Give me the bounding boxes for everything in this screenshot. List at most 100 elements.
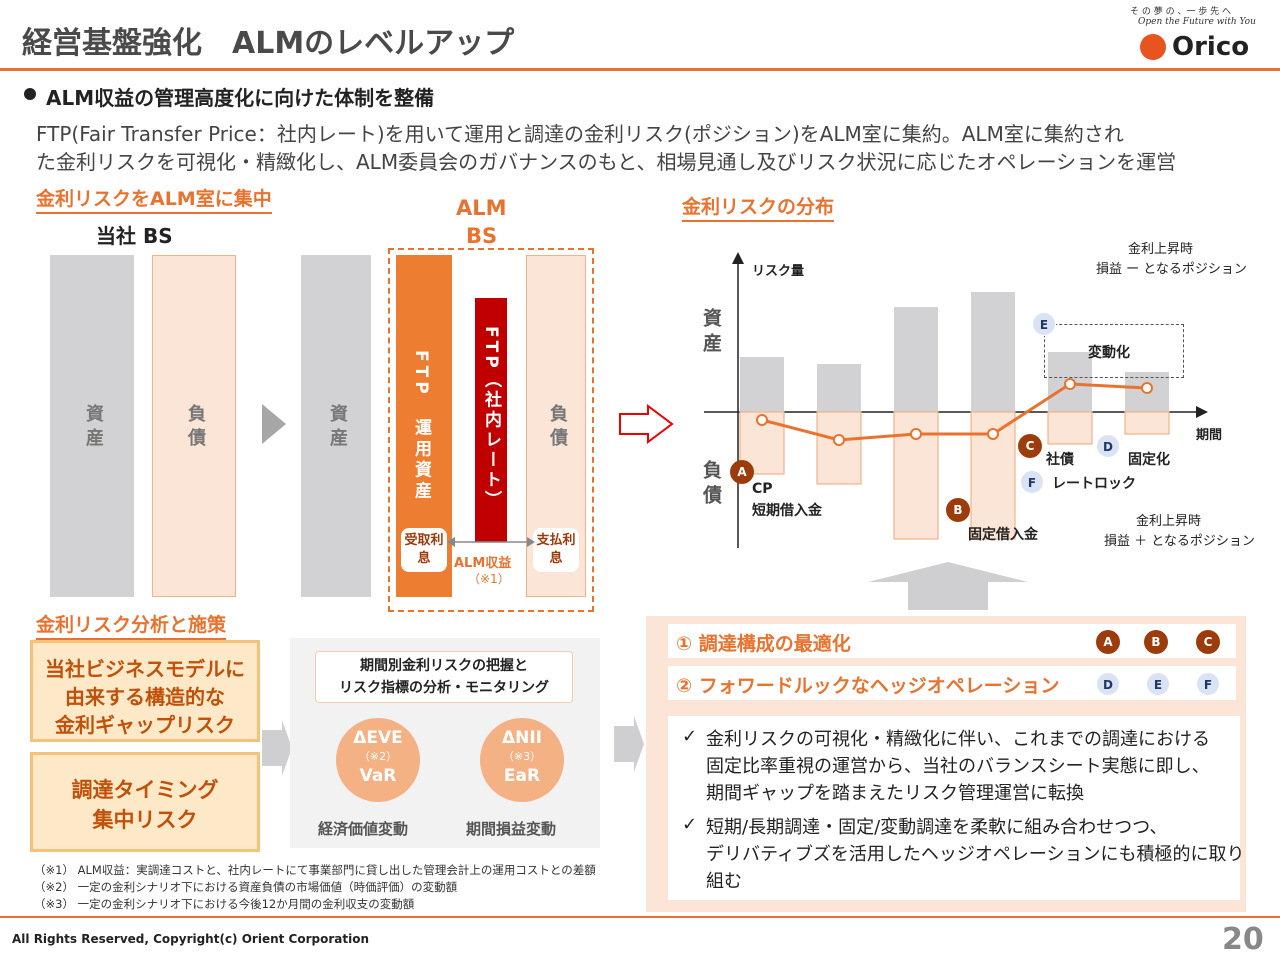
ear-label: EaR [503, 766, 541, 786]
structural-risk-box: 当社ビジネスモデルに 由来する構造的な 金利ギャップリスク [30, 640, 260, 742]
chart-heading: 金利リスクの分布 [682, 192, 835, 222]
measure-2-line-3: 組む [706, 871, 742, 892]
bullet-heading: ALM収益の管理高度化に向けた体制を整備 [46, 86, 435, 110]
cp-label: CP [752, 481, 773, 497]
liability-bar-6 [1124, 411, 1170, 435]
asset-bar-2 [817, 364, 861, 412]
fixed-loan-label: 固定借入金 [968, 527, 1038, 543]
bs-liability-label: 負債 [185, 404, 206, 452]
measure-2: 短期/長期調達・固定/変動調達を柔軟に組み合わせつつ、 デリバティブズを活用した… [706, 814, 1245, 895]
check-2-icon: ✓ [682, 814, 698, 835]
nii-note: （※3） [502, 750, 542, 763]
chart-asset-label: 資産 [700, 308, 722, 358]
intro-line-1: FTP(Fair Transfer Price：社内レート)を用いて運用と調達の… [36, 122, 1124, 146]
asset-bar-3 [894, 307, 938, 412]
option-2-badge-f: F [1196, 672, 1220, 696]
rate-up-plus-1: 金利上昇時 [1136, 514, 1202, 529]
option-1-badge-a: A [1096, 630, 1120, 654]
monitoring-title-1: 期間別金利リスクの把握と [360, 658, 528, 674]
position-point-4 [987, 428, 999, 440]
alm-asset-bar [301, 255, 371, 597]
badge-a: A [730, 460, 754, 484]
ftp-rate-label: FTP（社内レート） [481, 326, 501, 511]
eve-circle: ΔEVE （※2） VaR [336, 718, 420, 802]
footnote-1: （※1） ALM収益：実調達コストと、社内レートにて事業部門に貸し出した管理会計… [34, 863, 596, 877]
timing-risk-line-2: 集中リスク [92, 808, 198, 832]
measure-1-line-3: 期間ギャップを踏まえたリスク管理運営に転換 [706, 783, 1084, 804]
monitoring-title-2: リスク指標の分析・モニタリング [339, 680, 549, 696]
option-2-label: ② フォワードルックなヘッジオペレーション [676, 675, 1060, 697]
bottom-heading: 金利リスク分析と施策 [36, 610, 227, 640]
liability-bar-2 [816, 411, 862, 485]
eve-caption: 経済価値変動 [318, 820, 409, 838]
ftp-rate-bar [475, 298, 507, 542]
alm-bs-frame [388, 248, 594, 612]
position-point-2 [833, 434, 845, 446]
timing-risk-box: 調達タイミング 集中リスク [30, 752, 260, 852]
logo-text: Orico [1172, 32, 1250, 62]
option-1-label: ① 調達構成の最適化 [676, 633, 851, 655]
risk-distribution-chart [704, 252, 1208, 548]
x-axis-arrow [1196, 406, 1208, 418]
position-point-3 [910, 428, 922, 440]
footnote-2: （※2） 一定の金利シナリオ下における資産負債の市場価値（時価評価）の変動額 [34, 880, 458, 894]
bs-asset-bar [50, 255, 134, 597]
tagline-en: Open the Future with You [1138, 17, 1256, 27]
y-axis-arrow [732, 252, 744, 264]
footer-rule [0, 916, 1280, 918]
eve-label: ΔEVE [353, 728, 403, 748]
position-point-6 [1141, 382, 1153, 394]
asset-bar-4 [971, 292, 1015, 412]
option-2-row: ② フォワードルックなヘッジオペレーション [668, 666, 1236, 700]
asset-bar-1 [740, 357, 784, 412]
position-line [761, 382, 1148, 442]
short-loan-label: 短期借入金 [752, 503, 822, 519]
monitoring-title: 期間別金利リスクの把握と リスク指標の分析・モニタリング [316, 652, 572, 702]
option-1-badge-c: C [1196, 630, 1220, 654]
var-label: VaR [359, 766, 397, 786]
option-2-badge-d: D [1096, 672, 1120, 696]
nii-circle: ΔNII （※3） EaR [480, 718, 564, 802]
bs-liability-bar [152, 255, 236, 597]
rate-up-plus-2: 損益 ＋ となるポジション [1104, 534, 1255, 549]
tagline-ja: そ の 夢 の 、一 歩 先 へ [1130, 7, 1232, 17]
footnote-3: （※3） 一定の金利シナリオ下における今後12か月間の金利収支の変動額 [34, 897, 415, 911]
pay-interest-label: 支払利息 [536, 533, 576, 566]
alm-income-label: ALM収益 [454, 556, 512, 571]
ratelock-label: レートロック [1052, 476, 1136, 492]
chart-liability-label: 負債 [700, 460, 722, 510]
alm-bs-title-1: ALM [456, 196, 507, 220]
recv-interest-box: 受取利息 [401, 528, 447, 572]
measure-1-line-2: 固定比率重視の運営から、当社のバランスシート実態に即し、 [706, 756, 1210, 777]
nii-label: ΔNII [501, 728, 543, 748]
option-1-row: ① 調達構成の最適化 [668, 624, 1236, 658]
alm-income-arrow-icon [447, 537, 535, 547]
rate-up-minus-2: 損益 ー となるポジション [1096, 262, 1247, 277]
measures-text-box [668, 716, 1240, 900]
intro-line-2: た金利リスクを可視化・精緻化し、ALM委員会のガバナンスのもと、相場見通し及びリ… [36, 150, 1177, 174]
option-2-badge-e: E [1146, 672, 1170, 696]
option-1-badge-b: B [1144, 630, 1168, 654]
up-arrow-icon [868, 562, 1028, 610]
bs-label: 当社 BS [96, 224, 173, 248]
fixed-label: 固定化 [1128, 452, 1170, 468]
variable-label: 変動化 [1088, 345, 1130, 361]
liability-bar-5 [1047, 411, 1093, 445]
measure-1-line-1: 金利リスクの可視化・精緻化に伴い、これまでの調達における [706, 729, 1210, 750]
eve-note: （※2） [358, 750, 398, 763]
measure-2-line-2: デリバティブズを活用したヘッジオペレーションにも積極的に取り [706, 844, 1245, 865]
bullet-dot-icon [24, 88, 36, 100]
measure-1: 金利リスクの可視化・精緻化に伴い、これまでの調達における 固定比率重視の運営から… [706, 726, 1210, 807]
variable-box [1044, 324, 1184, 378]
recv-interest-label: 受取利息 [404, 533, 444, 566]
logo-mark-icon [1140, 34, 1166, 60]
structural-risk-line-2: 由来する構造的な [65, 685, 225, 709]
badge-c: C [1018, 434, 1042, 458]
chart-x-axis-label: 期間 [1196, 428, 1223, 443]
alm-income-note: （※1） [468, 572, 510, 586]
chevron-right-icon [262, 404, 286, 444]
page-title: 経営基盤強化 ALMのレベルアップ [22, 26, 515, 61]
footnotes: （※1） ALM収益：実調達コストと、社内レートにて事業部門に貸し出した管理会計… [34, 862, 596, 913]
left-heading: 金利リスクをALM室に集中 [36, 184, 272, 214]
gray-arrow-2-icon [614, 716, 644, 772]
